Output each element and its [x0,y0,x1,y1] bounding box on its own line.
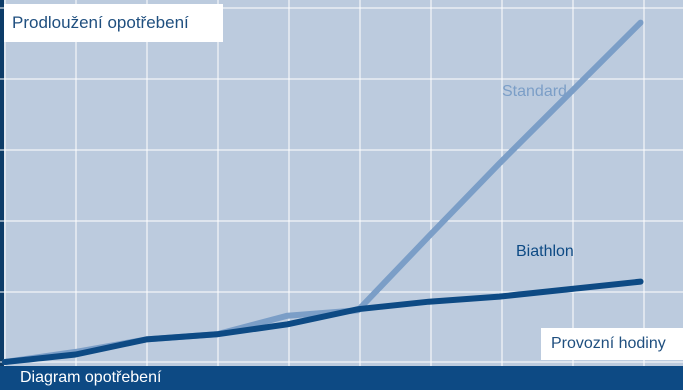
series-label-standard: Standard [502,83,567,100]
footer-caption: Diagram opotřebení [0,366,683,390]
x-axis-label: Provozní hodiny [541,328,683,360]
series-line-biathlon [2,278,644,365]
y-axis-label: Prodloužení opotřebení [4,4,223,42]
series-label-biathlon: Biathlon [516,243,574,260]
series-lines [2,19,644,365]
grid [0,0,683,366]
plot-area [4,0,683,366]
